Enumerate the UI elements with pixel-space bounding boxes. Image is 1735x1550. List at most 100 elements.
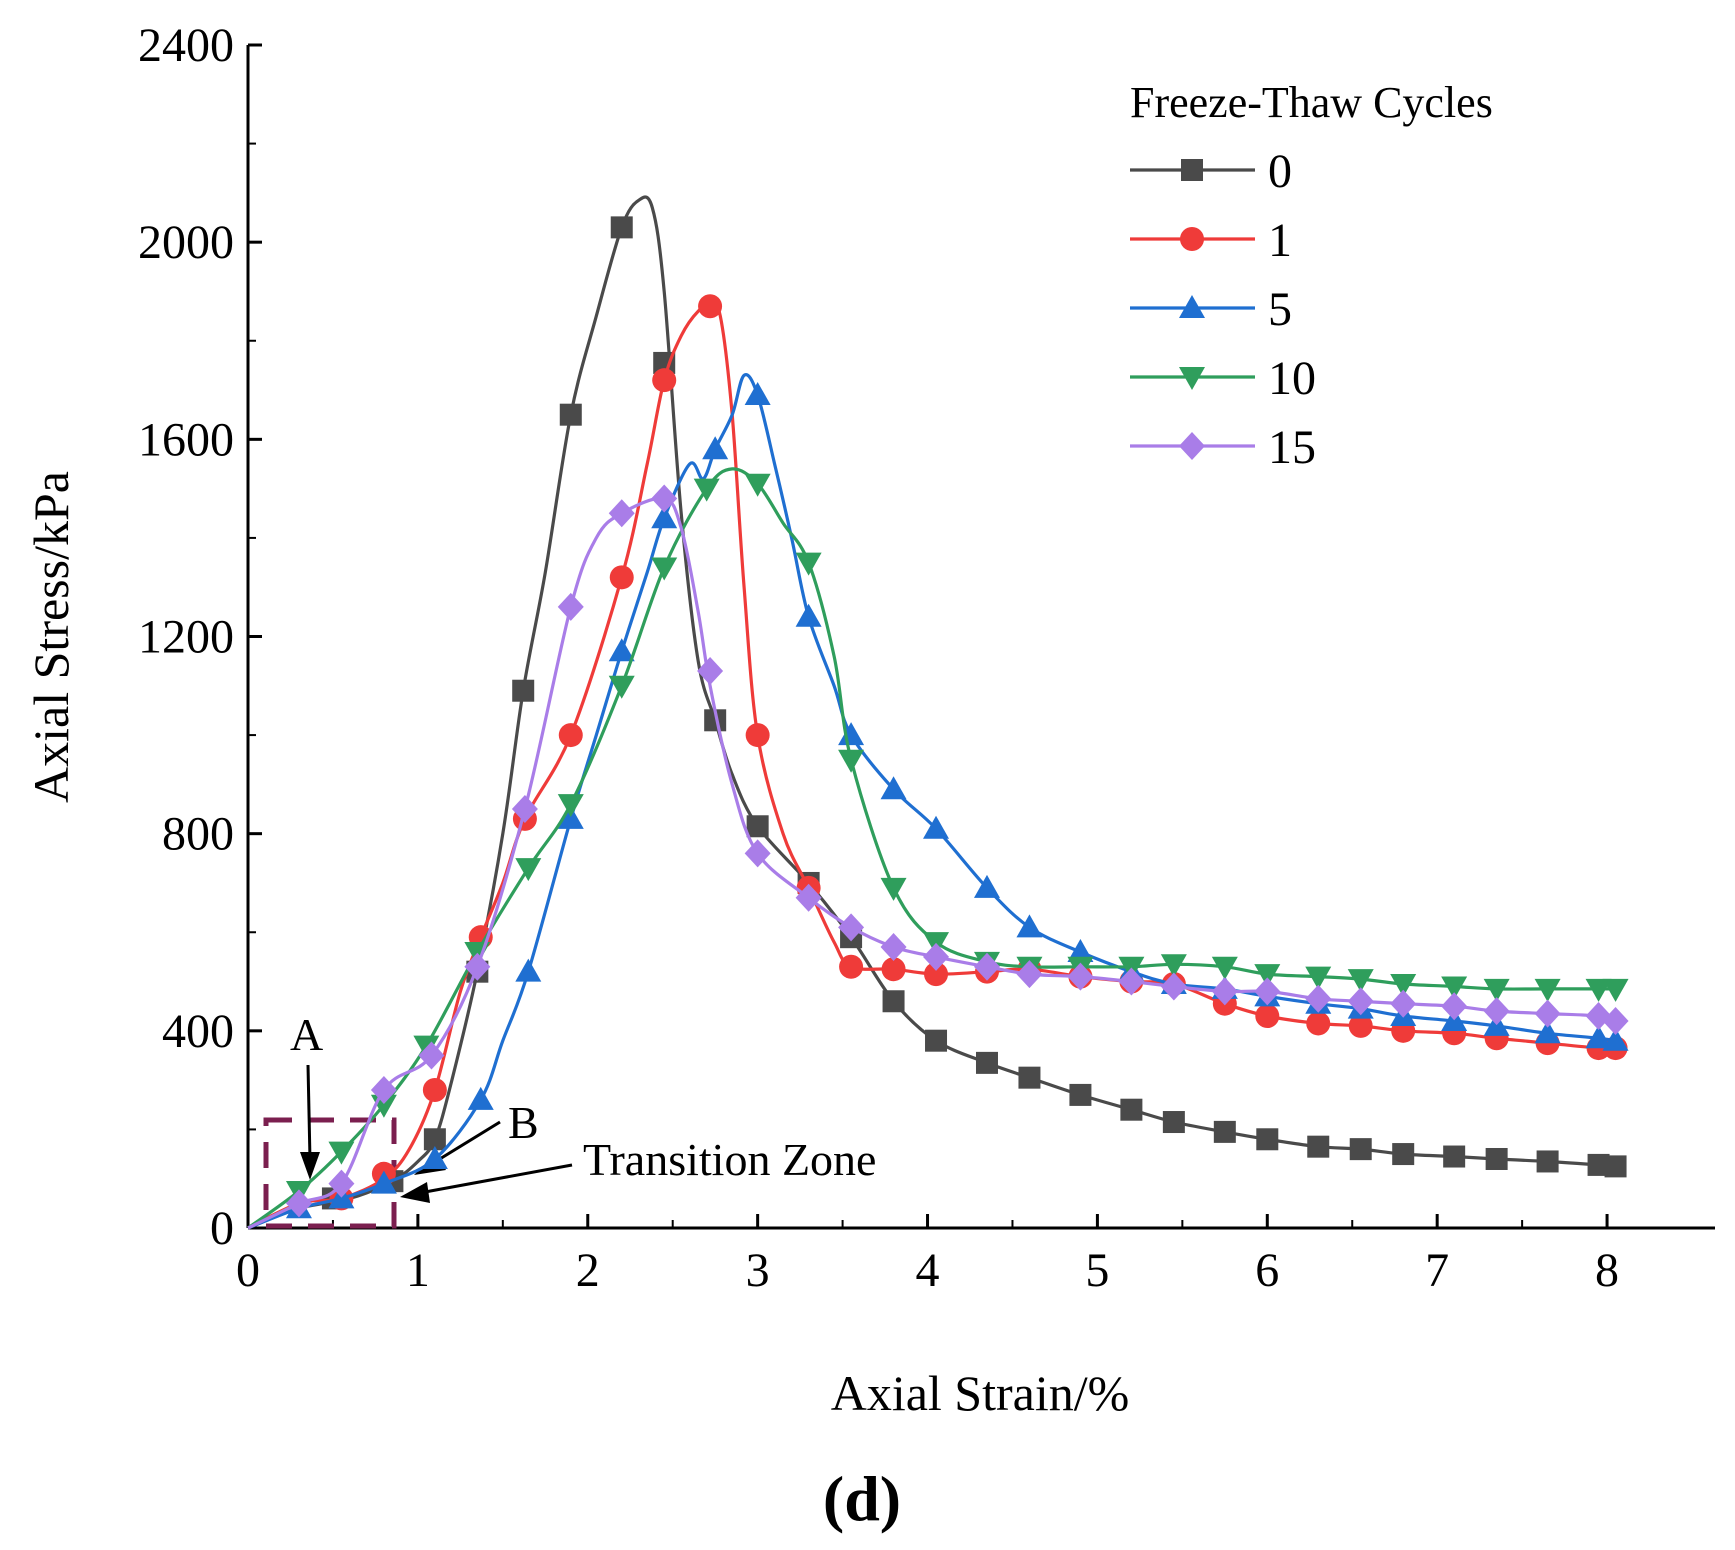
- data-point-5: [1602, 1027, 1629, 1051]
- data-point-15: [1534, 999, 1561, 1028]
- x-tick-label: 6: [1255, 1244, 1279, 1297]
- series-10: [247, 467, 1629, 1230]
- data-point-5: [838, 722, 865, 746]
- data-point-10: [795, 552, 822, 576]
- annotation-a-arrow: [306, 1064, 312, 1161]
- annotation-a-arrowhead: [300, 1152, 320, 1180]
- series-layer: [247, 195, 1629, 1230]
- data-point-15: [744, 839, 771, 868]
- legend-item-10: 10: [1130, 352, 1316, 405]
- x-tick-label: 8: [1595, 1244, 1619, 1297]
- legend-label: 5: [1268, 283, 1292, 336]
- x-tick-label: 4: [916, 1244, 940, 1297]
- data-point-0: [975, 1051, 998, 1074]
- y-tick-label: 800: [162, 808, 234, 861]
- transition-zone-label: Transition Zone: [583, 1134, 876, 1185]
- y-tick-label: 0: [210, 1202, 234, 1255]
- data-point-10: [1483, 978, 1510, 1002]
- annotation-b-label: B: [508, 1097, 539, 1148]
- y-tick-label: 400: [162, 1005, 234, 1058]
- legend-item-5: 5: [1130, 283, 1292, 336]
- transition-zone-arrowhead: [400, 1182, 430, 1203]
- y-axis-title: Axial Stress/kPa: [23, 471, 79, 803]
- data-point-15: [1305, 984, 1332, 1013]
- data-point-10: [1441, 976, 1468, 1000]
- series-line-15: [247, 496, 1617, 1230]
- data-point-5: [370, 1170, 397, 1194]
- data-point-10: [1160, 954, 1187, 978]
- legend-label: 0: [1268, 145, 1292, 198]
- data-point-0: [1256, 1128, 1279, 1151]
- legend-item-15: 15: [1130, 421, 1316, 474]
- annotation-b-arrow: [429, 1120, 501, 1167]
- data-point-5: [608, 638, 635, 662]
- data-point-5: [651, 505, 678, 529]
- data-point-5: [557, 805, 584, 829]
- data-point-10: [1602, 978, 1629, 1002]
- data-point-5: [421, 1145, 448, 1169]
- data-point-0: [1018, 1066, 1041, 1089]
- legend-item-1: 1: [1130, 214, 1292, 267]
- data-point-1: [924, 962, 949, 987]
- legend-label: 15: [1268, 421, 1316, 474]
- data-point-0: [882, 990, 905, 1013]
- data-point-0: [704, 709, 727, 732]
- data-point-15: [1602, 1006, 1629, 1035]
- data-point-15: [973, 952, 1000, 981]
- series-line-10: [247, 467, 1616, 1230]
- data-point-10: [744, 473, 771, 497]
- data-point-0: [559, 403, 582, 426]
- data-point-0: [925, 1029, 948, 1052]
- data-point-15: [1347, 987, 1374, 1016]
- data-point-15: [1483, 997, 1510, 1026]
- data-point-0: [1120, 1098, 1143, 1121]
- x-tick-label: 3: [746, 1244, 770, 1297]
- data-point-15: [795, 883, 822, 912]
- x-tick-label: 1: [406, 1244, 430, 1297]
- data-point-15: [1160, 972, 1187, 1001]
- transition-zone-arrow: [424, 1163, 573, 1194]
- panel-label: (d): [823, 1463, 901, 1534]
- data-point-10: [1211, 956, 1238, 980]
- x-tick-label: 0: [236, 1244, 260, 1297]
- data-point-1: [745, 723, 770, 748]
- data-point-15: [651, 484, 678, 513]
- data-point-10: [1254, 964, 1281, 988]
- data-point-5: [1534, 1020, 1561, 1044]
- data-point-5: [744, 381, 771, 405]
- data-point-15: [418, 1041, 445, 1070]
- y-tick-label: 1200: [138, 611, 234, 664]
- data-point-5: [880, 776, 907, 800]
- legend-label: 1: [1268, 214, 1292, 267]
- legend-marker: [1180, 227, 1204, 251]
- data-point-10: [608, 675, 635, 699]
- data-point-10: [515, 858, 542, 882]
- data-point-0: [1485, 1147, 1508, 1170]
- data-point-15: [370, 1075, 397, 1104]
- data-point-5: [923, 815, 950, 839]
- data-point-15: [1254, 977, 1281, 1006]
- data-point-0: [610, 216, 633, 239]
- data-point-5: [1067, 938, 1094, 962]
- data-point-0: [1392, 1143, 1415, 1166]
- data-point-1: [609, 565, 634, 590]
- x-axis-title: Axial Strain/%: [831, 1365, 1130, 1421]
- legend-marker: [1181, 159, 1203, 181]
- data-point-0: [1536, 1150, 1559, 1173]
- data-point-10: [651, 557, 678, 581]
- annotation-a-label: A: [290, 1009, 323, 1060]
- data-point-5: [1585, 1025, 1612, 1049]
- data-point-10: [693, 478, 720, 502]
- data-point-15: [1441, 992, 1468, 1021]
- series-1: [247, 294, 1628, 1230]
- axis-ticks: 0 1 2 3 4 5 6 7 8 0 400 800 1200 1600 2000 2400: [138, 19, 1619, 1297]
- legend-title: Freeze-Thaw Cycles: [1130, 78, 1493, 127]
- annotations: A B Transition Zone: [263, 1009, 876, 1229]
- data-point-0: [1604, 1155, 1627, 1178]
- data-point-15: [697, 657, 724, 686]
- data-point-15: [464, 952, 491, 981]
- data-point-0: [1587, 1153, 1610, 1176]
- legend-label: 10: [1268, 352, 1316, 405]
